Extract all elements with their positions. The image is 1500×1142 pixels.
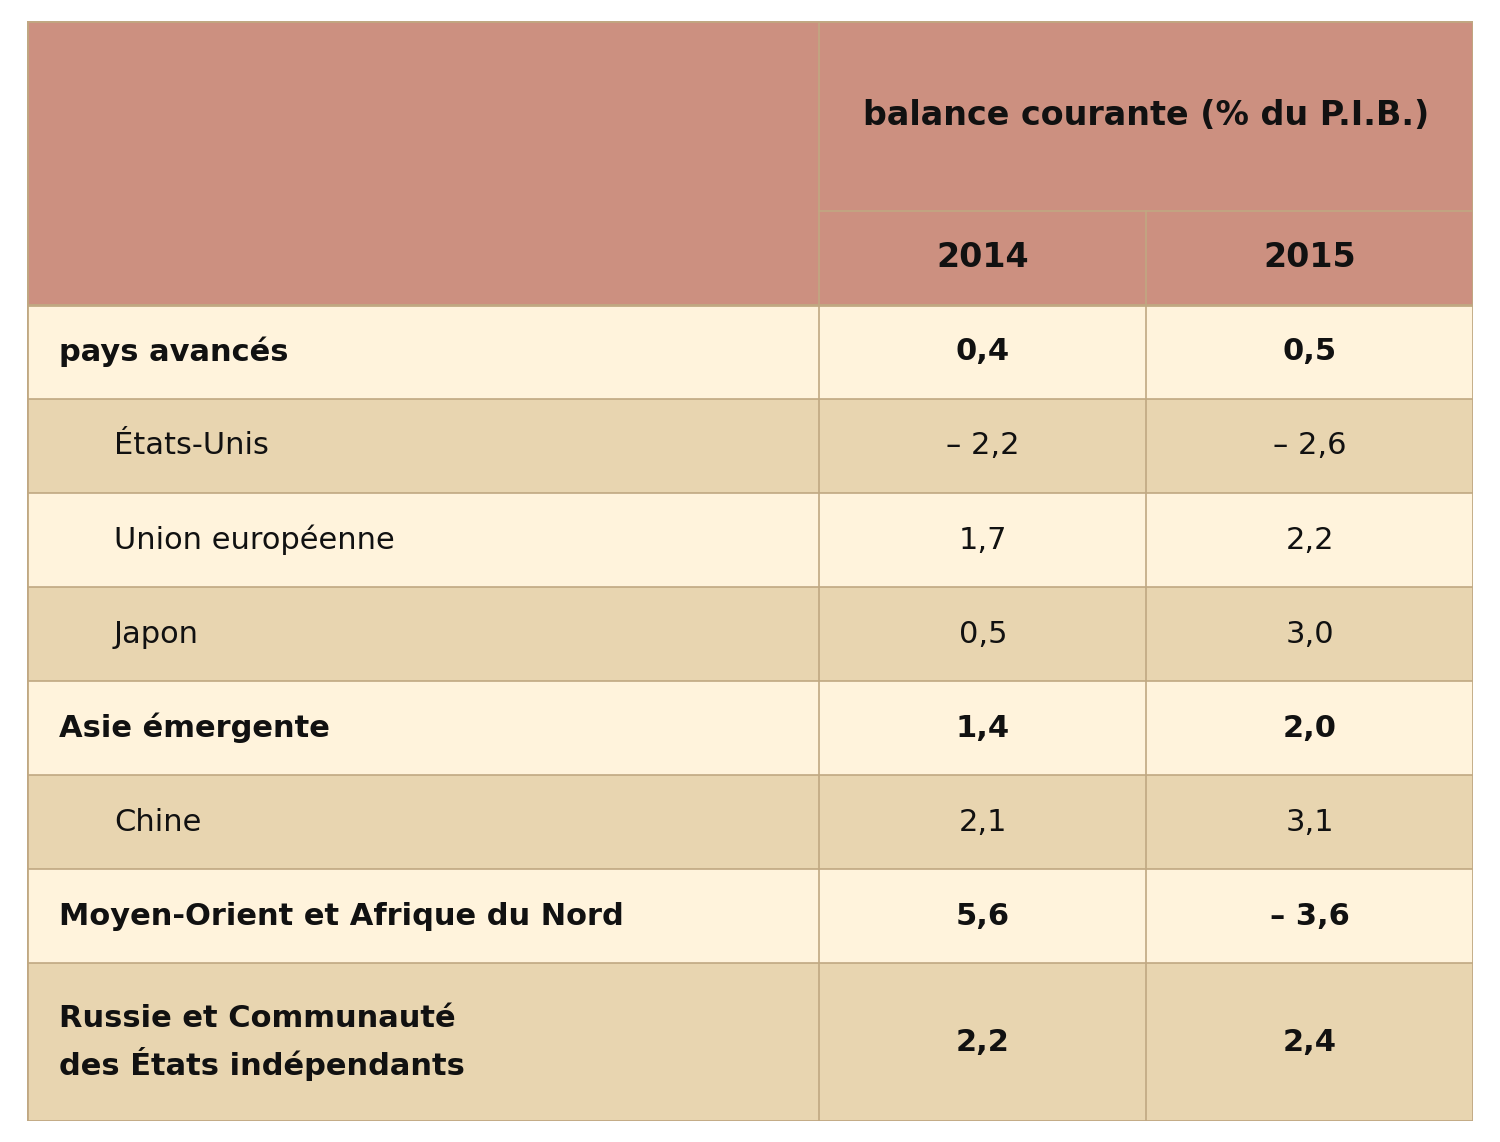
Text: – 2,2: – 2,2	[946, 432, 1020, 460]
Bar	[819, 305, 1146, 399]
Text: 1,4: 1,4	[956, 714, 1010, 742]
Text: – 2,6: – 2,6	[1274, 432, 1347, 460]
Bar	[1146, 587, 1473, 681]
Text: 2014: 2014	[936, 241, 1029, 274]
Text: 2,4: 2,4	[1282, 1028, 1336, 1056]
Text: 2,1: 2,1	[958, 807, 1006, 837]
Bar	[1146, 399, 1473, 493]
Text: 1,7: 1,7	[958, 525, 1006, 555]
Bar	[27, 869, 819, 963]
Bar	[819, 775, 1146, 869]
Text: Chine: Chine	[114, 807, 201, 837]
Bar	[819, 587, 1146, 681]
Text: balance courante (% du P.I.B.): balance courante (% du P.I.B.)	[862, 99, 1430, 132]
Bar	[1146, 211, 1473, 305]
Bar	[27, 399, 819, 493]
Text: Japon: Japon	[114, 620, 200, 649]
Bar	[819, 963, 1146, 1121]
Text: 2,2: 2,2	[1286, 525, 1334, 555]
Bar	[27, 587, 819, 681]
Bar	[27, 963, 819, 1121]
Text: – 3,6: – 3,6	[1269, 902, 1350, 931]
Text: Russie et Communauté
des États indépendants: Russie et Communauté des États indépenda…	[58, 1004, 465, 1080]
Text: 3,0: 3,0	[1286, 620, 1334, 649]
Bar	[1146, 681, 1473, 775]
Bar	[1146, 493, 1473, 587]
Text: Asie émergente: Asie émergente	[58, 713, 330, 743]
Bar	[1146, 869, 1473, 963]
Bar	[819, 869, 1146, 963]
Bar	[819, 493, 1146, 587]
Text: États-Unis: États-Unis	[114, 432, 268, 460]
Text: 3,1: 3,1	[1286, 807, 1334, 837]
Bar	[819, 211, 1146, 305]
Text: Union européenne: Union européenne	[114, 525, 394, 555]
Bar	[1146, 305, 1473, 399]
Text: 2,2: 2,2	[956, 1028, 1010, 1056]
Bar	[27, 493, 819, 587]
Text: 2,0: 2,0	[1282, 714, 1336, 742]
Text: pays avancés: pays avancés	[58, 337, 288, 367]
Bar	[27, 775, 819, 869]
Text: 0,5: 0,5	[958, 620, 1006, 649]
Text: 0,5: 0,5	[1282, 337, 1336, 367]
Bar	[27, 681, 819, 775]
Bar	[27, 21, 819, 305]
Bar	[819, 399, 1146, 493]
Bar	[819, 21, 1473, 211]
Text: Moyen-Orient et Afrique du Nord: Moyen-Orient et Afrique du Nord	[58, 902, 624, 931]
Bar	[27, 305, 819, 399]
Text: 0,4: 0,4	[956, 337, 1010, 367]
Bar	[1146, 775, 1473, 869]
Bar	[1146, 963, 1473, 1121]
Bar	[819, 681, 1146, 775]
Text: 5,6: 5,6	[956, 902, 1010, 931]
Text: 2015: 2015	[1263, 241, 1356, 274]
